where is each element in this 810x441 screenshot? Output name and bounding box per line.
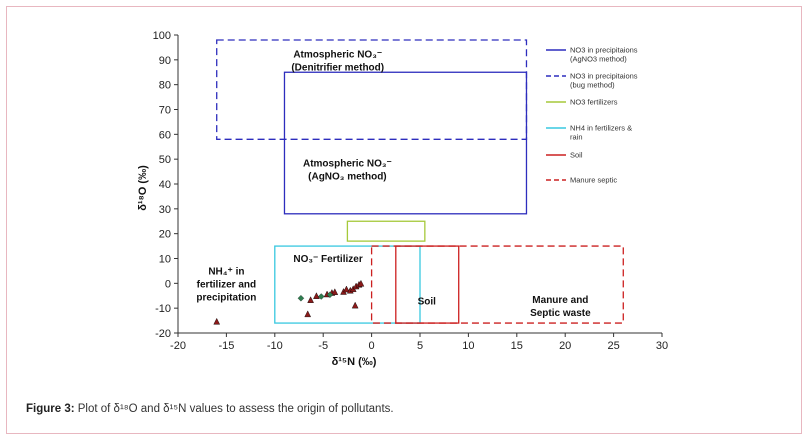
region-boxes: [216, 39, 624, 324]
x-tick-label: 10: [462, 340, 474, 352]
y-tick-label: -10: [155, 303, 171, 315]
y-tick-label: 20: [159, 229, 171, 241]
x-tick-label: 15: [511, 340, 523, 352]
legend-label-line: (bug method): [570, 81, 615, 90]
data-point-triangle: [313, 292, 320, 299]
y-tick-label: 100: [153, 30, 171, 42]
region-annotation: Soil: [418, 296, 437, 307]
data-point-triangle: [331, 288, 339, 295]
x-tick-label: -10: [267, 340, 283, 352]
data-point-diamond: [326, 291, 334, 298]
y-tick-label: 40: [159, 179, 171, 191]
y-tick-label: 90: [159, 55, 171, 67]
y-tick-label: 60: [159, 129, 171, 141]
caption-label: Figure 3:: [26, 403, 75, 415]
legend-label-line: rain: [570, 133, 583, 142]
data-point-diamond: [297, 295, 305, 302]
legend-label-line: NO3 in precipitaions: [570, 46, 638, 55]
x-tick-label: -20: [170, 340, 186, 352]
legend-label-line: (AgNO3 method): [570, 55, 627, 64]
legend-label-line: NO3 in precipitaions: [570, 72, 638, 81]
annotation-line: (Denitrifier method): [291, 62, 384, 73]
legend-label: NO3 in precipitaions (AgNO3 method): [570, 46, 638, 64]
y-axis-label: δ¹⁸O (‰): [137, 165, 149, 211]
y-tick-label: 30: [159, 204, 171, 216]
region-box: [274, 245, 421, 324]
y-tick-label: -20: [155, 328, 171, 340]
x-tick-label: -5: [318, 340, 328, 352]
caption-text: Plot of δ¹⁸O and δ¹⁵N values to assess t…: [74, 403, 394, 415]
data-point-triangle: [351, 301, 359, 309]
x-axis-label: δ¹⁵N (‰): [332, 356, 377, 368]
data-point-triangle: [343, 285, 350, 293]
axes: -20 -10 0 10 20 30 40 50 60 70 80 90 100 -20 -15 -10 -5 0…: [153, 30, 668, 352]
x-tick-label: 5: [417, 340, 423, 352]
x-tick-label: 25: [607, 340, 619, 352]
annotation-line: NH₄⁺ in: [208, 267, 244, 278]
region-annotation: NH₄⁺ in fertilizer and precipitation: [196, 267, 256, 304]
y-tick-label: 10: [159, 254, 171, 266]
region-box: [216, 39, 528, 140]
y-tick-label: 80: [159, 80, 171, 92]
x-tick-label: 20: [559, 340, 571, 352]
region-annotation: Atmospheric NO₃⁻ (Denitrifier method): [291, 49, 384, 73]
annotations: Atmospheric NO₃⁻ (Denitrifier method)Atmo…: [196, 49, 591, 319]
legend-label: NO3 in precipitaions (bug method): [570, 72, 638, 90]
annotation-line: fertilizer and: [197, 280, 256, 291]
region-annotation: Atmospheric NO₃⁻ (AgNO₃ method): [303, 159, 392, 183]
region-annotation: NO₃⁻ Fertilizer: [293, 254, 362, 265]
annotation-line: Septic waste: [530, 308, 591, 319]
region-box: [370, 245, 624, 324]
legend-label-line: Manure septic: [570, 176, 617, 185]
legend-label-line: NO3 fertilizers: [570, 98, 618, 107]
annotation-line: NO₃⁻ Fertilizer: [293, 254, 362, 265]
y-tick-label: 0: [165, 278, 171, 290]
y-tick-label: 50: [159, 154, 171, 166]
legend: NO3 in precipitaions (AgNO3 method)NO3 in…: [546, 46, 638, 185]
y-tick-label: 70: [159, 105, 171, 117]
data-points: [213, 279, 365, 325]
x-tick-label: 0: [369, 340, 375, 352]
legend-label: NH4 in fertilizers & rain: [570, 124, 632, 142]
figure-caption: Figure 3: Plot of δ¹⁸O and δ¹⁵N values t…: [26, 403, 394, 415]
data-point-triangle: [213, 317, 221, 325]
x-tick-label: -15: [218, 340, 234, 352]
x-tick-label: 30: [656, 340, 668, 352]
annotation-line: Manure and: [532, 295, 588, 306]
data-point-triangle: [307, 296, 314, 303]
legend-label-line: NH4 in fertilizers &: [570, 124, 632, 133]
data-point-triangle: [304, 310, 312, 318]
legend-label: Manure septic: [570, 176, 617, 185]
annotation-line: (AgNO₃ method): [308, 172, 387, 183]
legend-label: Soil: [570, 151, 583, 160]
region-box: [395, 245, 460, 324]
data-point-diamond: [318, 293, 325, 300]
annotation-line: Atmospheric NO₃⁻: [303, 159, 392, 170]
legend-label-line: Soil: [570, 151, 583, 160]
region-annotation: Manure and Septic waste: [530, 295, 591, 319]
region-box: [283, 71, 528, 215]
annotation-line: precipitation: [196, 293, 256, 304]
figure-frame: [6, 6, 802, 434]
annotation-line: Atmospheric NO₃⁻: [293, 49, 382, 60]
data-point-triangle: [357, 279, 365, 287]
legend-label: NO3 fertilizers: [570, 98, 618, 107]
annotation-line: Soil: [418, 296, 437, 307]
region-box: [346, 220, 426, 242]
